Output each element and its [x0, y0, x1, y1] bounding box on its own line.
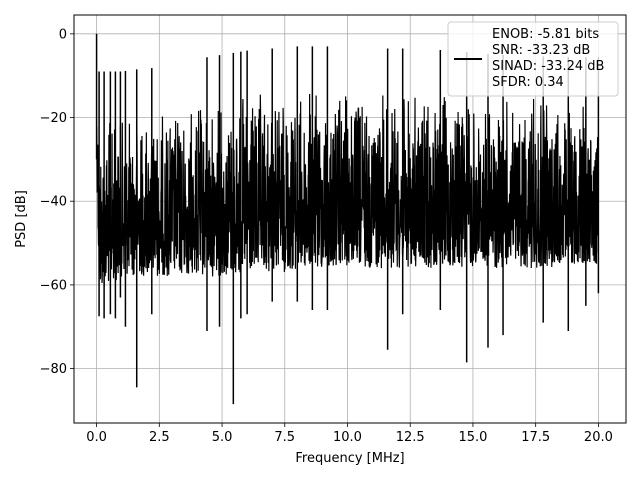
x-axis-title: Frequency [MHz]	[295, 451, 404, 466]
legend-entry-sfdr: SFDR: 0.34	[492, 75, 564, 90]
y-tick-label: −60	[40, 278, 67, 293]
y-tick-label: −20	[40, 111, 67, 126]
legend-entry-enob: ENOB: -5.81 bits	[492, 27, 599, 42]
x-tick-label: 20.0	[584, 430, 613, 445]
x-tick-label: 2.5	[149, 430, 170, 445]
legend-entry-snr: SNR: -33.23 dB	[492, 43, 590, 58]
x-tick-label: 0.0	[86, 430, 107, 445]
y-tick-label: 0	[59, 27, 67, 42]
x-tick-label: 12.5	[396, 430, 425, 445]
x-tick-label: 10.0	[333, 430, 362, 445]
psd-trace	[95, 94, 599, 287]
x-tick-label: 7.5	[274, 430, 295, 445]
y-tick-label: −40	[40, 195, 67, 210]
x-axis: 0.0 2.5 5.0 7.5 10.0 12.5 15.0 17.5 20.0	[86, 423, 613, 445]
y-axis: 0 −20 −40 −60 −80	[40, 27, 74, 377]
x-tick-label: 5.0	[212, 430, 233, 445]
x-tick-label: 17.5	[521, 430, 550, 445]
series-layer	[95, 33, 600, 405]
plot-frame	[73, 14, 627, 424]
y-axis-title: PSD [dB]	[14, 190, 29, 248]
y-tick-label: −80	[40, 362, 67, 377]
legend-entry-sinad: SINAD: -33.24 dB	[492, 59, 604, 74]
x-tick-label: 15.0	[458, 430, 487, 445]
legend-box	[447, 21, 619, 97]
legend: ENOB: -5.81 bits SNR: -33.23 dB SINAD: -…	[447, 21, 619, 97]
